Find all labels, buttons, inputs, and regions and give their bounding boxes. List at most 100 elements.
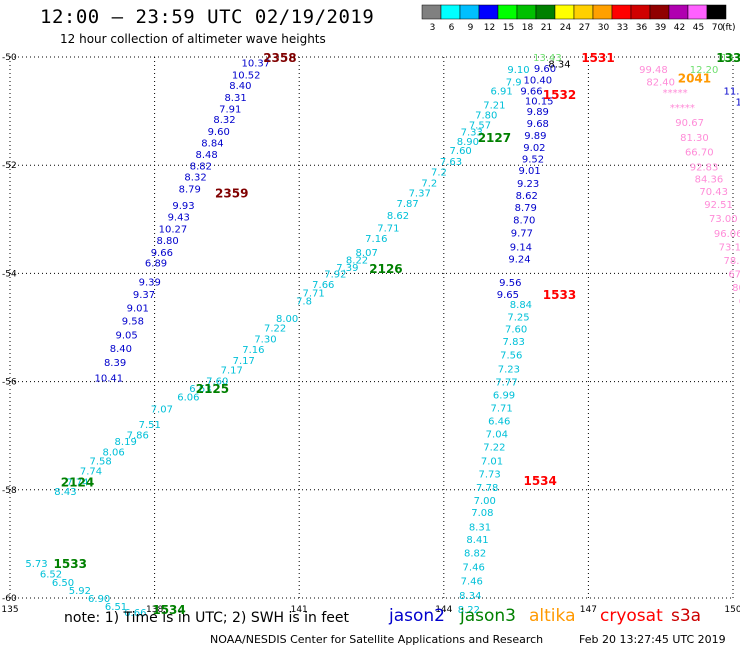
data-point: 7.08 [471,508,493,519]
data-point: 7.17 [233,356,255,367]
data-point: 7.74 [80,466,102,477]
legend-swatch [630,4,651,20]
data-point: 8.07 [356,248,378,259]
data-point: 9.66 [151,248,173,259]
legend-swatch [611,4,632,20]
x-tick-label: 147 [580,605,597,615]
data-point: 12.20 [690,65,719,76]
data-point: 7.21 [483,101,505,112]
data-point: 78.55 [723,256,740,267]
data-point: 7.22 [264,324,286,335]
data-point: 7.71 [303,288,325,299]
data-point: 7.8 [296,296,312,307]
data-point: 7.51 [139,420,161,431]
data-point: 7.92 [324,269,346,280]
color-legend: 3 6 9 12 15 18 21 24 27 30 33 36 39 42 45 70(ft) [421,4,736,33]
data-point: 10.15 [525,96,554,107]
grid-lines [9,56,734,599]
chart-subtitle: 12 hour collection of altimeter wave hei… [60,32,326,46]
data-point: 9.24 [508,254,530,265]
data-point: 6.50 [52,578,74,589]
data-point: 8.79 [515,203,537,214]
data-point: 10.37 [241,58,270,69]
data-point: 9.37 [133,290,155,301]
legend-label: 21 [541,23,552,33]
pass-label: 1337 [716,51,740,65]
data-point: 7.07 [151,405,173,416]
data-point: 6.63 [189,384,211,395]
data-point: 7.30 [254,334,276,345]
data-point: 7.37 [409,188,431,199]
data-point: 5.92 [69,586,91,597]
data-point: 8.22 [346,255,368,266]
data-point: 7.87 [397,199,419,210]
data-point: 10.52 [232,70,261,81]
data-point: 7.78 [476,483,498,494]
data-point: 7.63 [440,157,462,168]
satellite-jason2: jason2 [389,606,445,626]
pass-label: 2358 [263,51,296,65]
y-tick-label: -58 [2,486,17,496]
data-point: 9.65 [497,290,519,301]
data-point: 8.80 [156,236,178,247]
data-point: 99.48 [639,65,668,76]
data-point: 7.86 [127,431,149,442]
data-point: 9.01 [127,303,149,314]
legend-label: 39 [655,23,667,33]
data-point: 8.40 [229,81,251,92]
data-point: 9.58 [122,316,144,327]
data-point: 8.40 [110,344,132,355]
x-tick-label: 150 [724,605,740,615]
data-point: 80.84 [732,283,740,294]
data-point: 6.89 [145,259,167,270]
data-point: 8.31 [469,523,491,534]
legend-label: 30 [598,23,610,33]
legend-label: 36 [636,23,648,33]
legend-swatch [687,4,708,20]
legend-label: 33 [617,23,628,33]
data-point: 9.56 [499,278,521,289]
satellite-s3a: s3a [671,606,702,626]
data-point: 6.06 [177,393,199,404]
data-point: 7.16 [242,345,264,356]
data-point: 9.77 [511,228,533,239]
x-tick-label: 144 [435,605,452,615]
data-point: 73.13 [719,242,740,253]
pass-label: 1534 [152,603,185,617]
data-point: 8.62 [387,211,409,222]
data-point: 9.60 [208,127,230,138]
data-point: 8.62 [516,191,538,202]
data-point: 9.66 [520,87,542,98]
legend-swatch [478,4,499,20]
data-point: 10.97 [736,97,740,108]
legend-swatch [516,4,537,20]
data-point: 6.51 [105,602,127,613]
legend-label: 12 [484,23,495,33]
data-point: 7.80 [475,110,497,121]
data-point: 9.05 [116,331,138,342]
data-point: 6.46 [488,417,510,428]
data-point: 8.34 [459,591,481,602]
y-tick-label: -56 [2,378,17,388]
data-point: 8.82 [464,549,486,560]
data-point: 8.84 [510,300,532,311]
data-point: 8.39 [104,358,126,369]
data-point: 8.19 [115,437,137,448]
legend-swatch [592,4,613,20]
legend-label: 45 [693,23,704,33]
footer-credit: NOAA/NESDIS Center for Satellite Applica… [210,633,544,646]
legend-unit: (ft) [722,23,736,33]
y-tick-label: -60 [2,594,17,604]
legend-swatch [668,4,689,20]
data-point: 92.83 [690,162,719,173]
data-point: 73.00 [709,214,738,225]
legend-swatch [649,4,670,20]
data-point: 66.70 [685,148,714,159]
y-tick-label: -50 [2,53,17,63]
data-point: 8.31 [224,93,246,104]
data-point: 82.40 [646,77,675,88]
data-point: 9.89 [524,131,546,142]
legend-label: 18 [522,23,534,33]
data-point: 8.82 [190,162,212,173]
data-point: 7.73 [478,470,500,481]
